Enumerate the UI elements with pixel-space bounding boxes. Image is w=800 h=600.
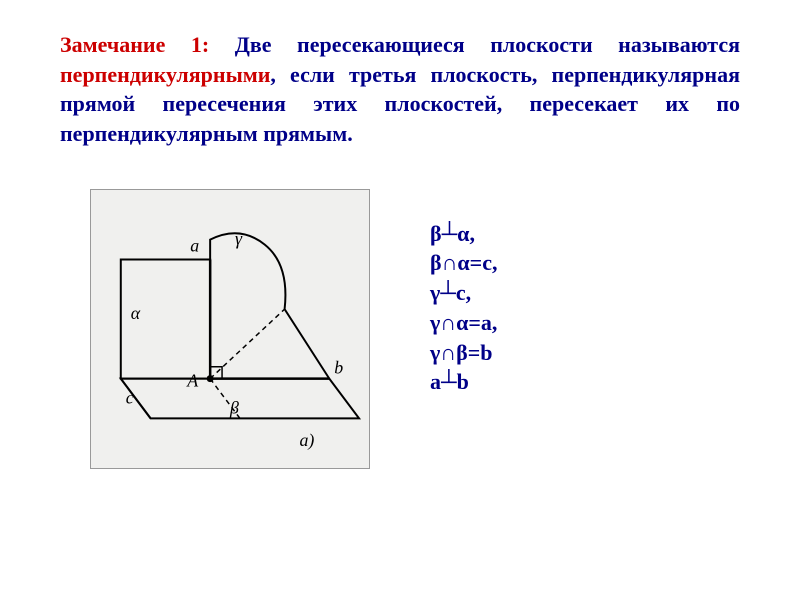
label-figure: a) [300,430,315,451]
label-beta: β [229,397,239,417]
label-c-line: c [126,387,134,407]
definition-text: Замечание 1: Две пересекающиеся плоскост… [60,30,740,149]
math-line-6: a┴b [430,367,497,397]
math-line-2: β∩α=с, [430,248,497,278]
point-a-dot [207,375,214,382]
math-line-1: β┴α, [430,219,497,249]
definition-term: перпендикулярными [60,62,270,87]
label-gamma: γ [235,228,243,248]
math-line-5: γ∩β=b [430,338,497,368]
diagram-svg: α β γ a b c A a) [91,190,369,468]
planes-diagram: α β γ a b c A a) [90,189,370,469]
label-alpha: α [131,303,141,323]
label-point-a: A [186,370,198,390]
label-b-line: b [334,357,343,377]
label-a-line: a [190,235,199,255]
math-line-4: γ∩α=a, [430,308,497,338]
content-row: α β γ a b c A a) β┴α, β∩α=с, γ┴с, γ∩α=a,… [90,189,740,469]
plane-gamma [210,233,329,378]
definition-part1: Две пересекающиеся плоскости называются [209,32,740,57]
math-line-3: γ┴с, [430,278,497,308]
note-label: Замечание 1: [60,32,209,57]
plane-beta [121,378,359,418]
math-block: β┴α, β∩α=с, γ┴с, γ∩α=a, γ∩β=b a┴b [430,219,497,397]
